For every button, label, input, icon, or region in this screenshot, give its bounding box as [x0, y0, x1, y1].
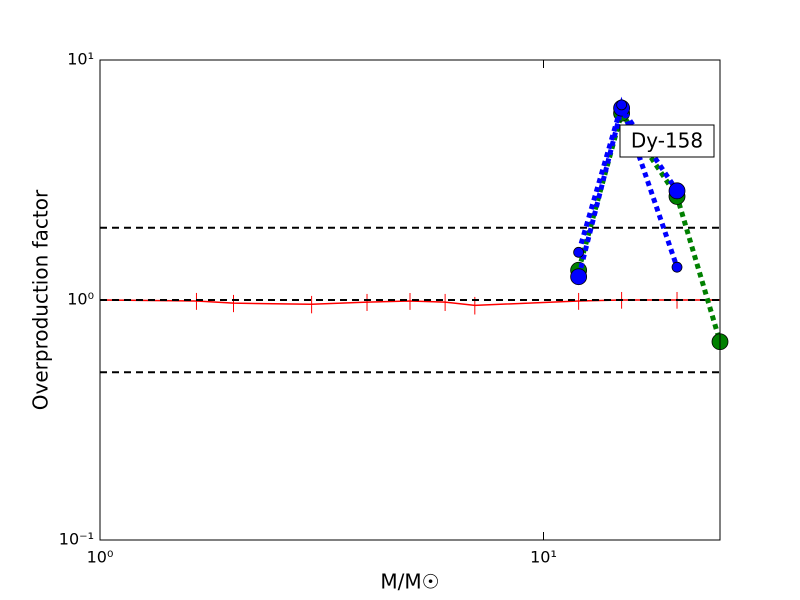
plot-frame	[99, 59, 721, 541]
y-tick-label: 10⁰	[67, 290, 94, 309]
x-tick-label: 10¹	[530, 548, 557, 567]
marker	[570, 268, 588, 286]
x-tick-label: 10⁰	[87, 548, 114, 567]
series-line	[576, 107, 723, 343]
marker	[616, 99, 628, 111]
y-axis-label: Overproduction factor	[29, 189, 53, 410]
marker	[671, 261, 683, 273]
annotation: Dy-158	[631, 129, 703, 153]
marker	[573, 246, 585, 258]
x-axis-label: M/M☉	[380, 570, 439, 594]
y-tick-label: 10⁻¹	[59, 530, 94, 549]
annotation-box	[619, 124, 715, 158]
y-tick-label: 10¹	[67, 50, 94, 69]
marker	[668, 182, 686, 200]
